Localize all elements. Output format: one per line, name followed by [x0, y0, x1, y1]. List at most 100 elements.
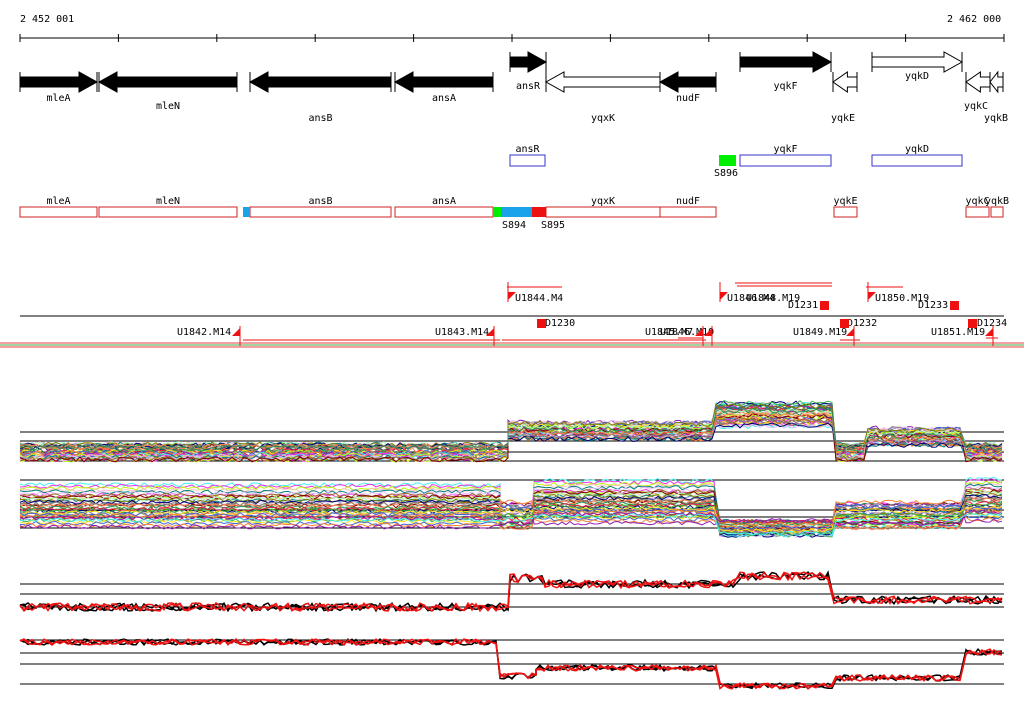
gene-arrow-yqxK[interactable] — [544, 71, 661, 93]
segment-label-S894: S894 — [502, 220, 526, 231]
marker-s896[interactable] — [719, 155, 736, 166]
transcript-box-yqkE[interactable] — [833, 206, 858, 218]
gene-arrow-yqkB[interactable] — [989, 70, 1004, 94]
transcript-box-mleA[interactable] — [19, 206, 98, 218]
panel-b-profile — [19, 505, 1003, 533]
gene-label-yqkC: yqkC — [964, 101, 988, 112]
annotation-box-ansR[interactable] — [509, 154, 546, 167]
tu-flag-marker[interactable] — [486, 328, 494, 336]
tu-label: U1844.M4 — [515, 293, 563, 304]
tu-label: D1234 — [977, 318, 1007, 329]
transcription-unit-track: U1842.M14 U1843.M14U1844.M4D1230U1845.M7U… — [0, 282, 1024, 348]
marker-s896-label: S896 — [714, 168, 738, 179]
tu-label: U1846.M19 — [660, 327, 714, 338]
tu-flag-marker[interactable] — [704, 328, 712, 336]
tu-flag-marker[interactable] — [232, 328, 240, 336]
tu-label: D1231 — [788, 300, 818, 311]
transcript-label-mleA: mleA — [46, 196, 70, 207]
tu-label: U1842.M14 — [177, 327, 231, 338]
transcript-box-yqxK[interactable] — [545, 206, 661, 218]
gene-label-yqxK: yqxK — [591, 113, 615, 124]
tu-label: U1849.M19 — [793, 327, 847, 338]
gene-label-mleN: mleN — [156, 101, 180, 112]
tu-label: D1233 — [918, 300, 948, 311]
segment-label-S895: S895 — [541, 220, 565, 231]
gene-arrow-ansB[interactable] — [248, 71, 392, 93]
annotation-label-yqkD: yqkD — [905, 144, 929, 155]
transcript-box-yqkC[interactable] — [965, 206, 990, 218]
tu-label: U1843.M14 — [435, 327, 489, 338]
tu-label: U1845.M7 — [645, 327, 693, 338]
annotation-track-1: ansR yqkF yqkD S896 — [509, 144, 963, 179]
tu-label: D1232 — [847, 318, 877, 329]
panel-c-profile — [19, 571, 1003, 613]
annotation-box-yqkD[interactable] — [871, 154, 963, 167]
tu-box-marker[interactable] — [950, 301, 959, 310]
gene-label-yqkE: yqkE — [831, 113, 855, 124]
tu-flag-marker[interactable] — [985, 328, 993, 336]
panel-b-profile — [19, 499, 1003, 527]
tu-flag-marker[interactable] — [720, 292, 728, 300]
segment-blue[interactable] — [243, 207, 250, 217]
tu-label: U1851.M19 — [931, 327, 985, 338]
gene-arrow-mleN[interactable] — [97, 71, 238, 93]
gene-label-yqkB: yqkB — [984, 113, 1008, 124]
gene-label-ansA: ansA — [432, 93, 456, 104]
panel-b-profile — [19, 511, 1003, 536]
transcript-label-mleN: mleN — [156, 196, 180, 207]
transcript-box-yqkB[interactable] — [990, 206, 1004, 218]
gene-arrow-yqkC[interactable] — [965, 71, 991, 93]
annotation-label-yqkF: yqkF — [773, 144, 797, 155]
segment-S895[interactable] — [532, 207, 546, 217]
panel-d-profile — [19, 637, 1003, 690]
tu-flag-marker[interactable] — [508, 292, 516, 300]
transcript-label-nudF: nudF — [676, 196, 700, 207]
gene-label-ansR: ansR — [516, 81, 541, 92]
tu-box-marker[interactable] — [820, 301, 829, 310]
transcript-label-ansB: ansB — [308, 196, 332, 207]
gene-label-nudF: nudF — [676, 93, 700, 104]
ruler-ticks — [19, 34, 1005, 42]
transcript-label-yqkC: yqkC — [965, 196, 989, 207]
gene-label-yqkD: yqkD — [905, 71, 929, 82]
transcript-label-ansA: ansA — [432, 196, 456, 207]
tu-label: D1230 — [545, 318, 575, 329]
gene-arrow-yqkD[interactable] — [871, 51, 964, 73]
segment-blue[interactable] — [501, 207, 532, 217]
tu-box-marker[interactable] — [968, 319, 977, 328]
transcript-label-yqkB: yqkB — [985, 196, 1009, 207]
gene-arrow-yqkF[interactable] — [739, 51, 833, 73]
gene-arrow-ansA[interactable] — [393, 71, 494, 93]
panel-a-profile — [19, 407, 1003, 451]
tu-flag-marker[interactable] — [695, 328, 703, 336]
gene-arrow-yqkE[interactable] — [832, 71, 858, 93]
gene-arrow-nudF[interactable] — [658, 71, 717, 93]
gene-label-yqkF: yqkF — [773, 81, 797, 92]
gene-label-ansB: ansB — [308, 113, 332, 124]
tu-box-marker[interactable] — [840, 319, 849, 328]
transcript-box-ansA[interactable] — [394, 206, 494, 218]
transcript-label-yqxK: yqxK — [591, 196, 615, 207]
tu-label: U1846.M4 — [727, 293, 775, 304]
ruler-start-label: 2 452 001 — [20, 14, 74, 25]
segment-S894[interactable] — [493, 207, 501, 217]
panel-b-profile — [19, 497, 1003, 531]
tu-label: U1850.M19 — [875, 293, 929, 304]
transcript-box-mleN[interactable] — [98, 206, 238, 218]
transcript-box-ansB[interactable] — [249, 206, 392, 218]
transcript-label-yqkE: yqkE — [833, 196, 857, 207]
transcript-box-nudF[interactable] — [659, 206, 717, 218]
annotation-box-yqkF[interactable] — [739, 154, 832, 167]
annotation-label-ansR: ansR — [515, 144, 540, 155]
gene-arrow-mleA[interactable] — [19, 71, 99, 93]
tu-flag-marker[interactable] — [846, 328, 854, 336]
coordinate-ruler: 2 452 001 2 462 000 — [19, 14, 1005, 42]
tu-flag-marker[interactable] — [868, 292, 876, 300]
expression-profiles — [19, 400, 1004, 690]
gene-arrow-ansR[interactable] — [509, 51, 548, 73]
ruler-end-label: 2 462 000 — [947, 14, 1001, 25]
tu-box-marker[interactable] — [537, 319, 546, 328]
tu-label: U1848.M19 — [746, 293, 800, 304]
